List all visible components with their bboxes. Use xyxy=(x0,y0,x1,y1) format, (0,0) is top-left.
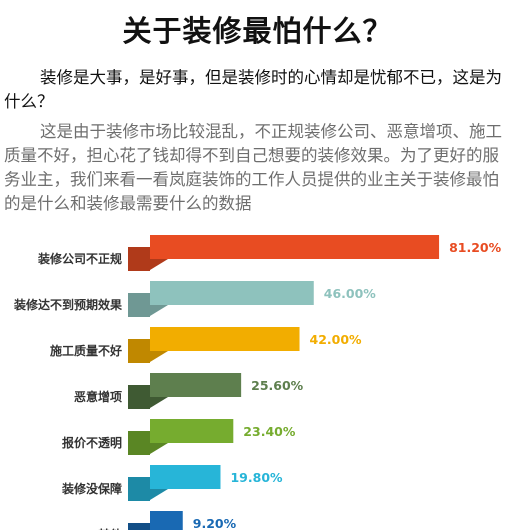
bar-fold xyxy=(150,489,168,500)
bar-tab xyxy=(128,477,150,501)
bar-tab xyxy=(128,523,150,530)
bar xyxy=(150,373,242,397)
value-label: 42.00% xyxy=(310,332,363,347)
bar xyxy=(150,419,234,443)
category-label: 施工质量不好 xyxy=(50,343,122,358)
category-label: 其他 xyxy=(98,527,122,530)
bar-fold xyxy=(150,351,168,362)
category-label: 装修达不到预期效果 xyxy=(13,297,122,312)
bar xyxy=(150,327,300,351)
bar-tab xyxy=(128,293,150,317)
value-label: 81.20% xyxy=(449,240,502,255)
category-label: 报价不透明 xyxy=(62,435,122,450)
bar-tab xyxy=(128,431,150,455)
bar-fold xyxy=(150,305,168,316)
bar-fold xyxy=(150,443,168,454)
survey-bar-chart: 装修公司不正规 81.20% 装修达不到预期效果 46.00% 施工质量不好 42.00%… xyxy=(13,235,502,530)
bar xyxy=(150,465,221,489)
bar-tab xyxy=(128,385,150,409)
bar-fold xyxy=(150,397,168,408)
category-label: 装修公司不正规 xyxy=(37,251,122,266)
value-label: 46.00% xyxy=(324,286,377,301)
value-label: 23.40% xyxy=(243,424,296,439)
bar xyxy=(150,235,440,259)
category-label: 装修没保障 xyxy=(61,481,122,496)
value-label: 19.80% xyxy=(230,470,283,485)
bar-tab xyxy=(128,339,150,363)
bar xyxy=(150,511,183,530)
category-label: 恶意增项 xyxy=(74,389,122,404)
intro-explanation: 这是由于装修市场比较混乱，不正规装修公司、恶意增项、施工质量不好，担心花了钱却得… xyxy=(4,122,502,213)
value-label: 25.60% xyxy=(251,378,304,393)
bar-fold xyxy=(150,259,168,270)
intro-question: 装修是大事，是好事，但是装修时的心情却是忧郁不已，这是为什么？ xyxy=(4,68,502,111)
page-title: 关于装修最怕什么？ xyxy=(122,14,393,48)
bar-tab xyxy=(128,247,150,271)
value-label: 9.20% xyxy=(193,516,237,530)
bar xyxy=(150,281,314,305)
